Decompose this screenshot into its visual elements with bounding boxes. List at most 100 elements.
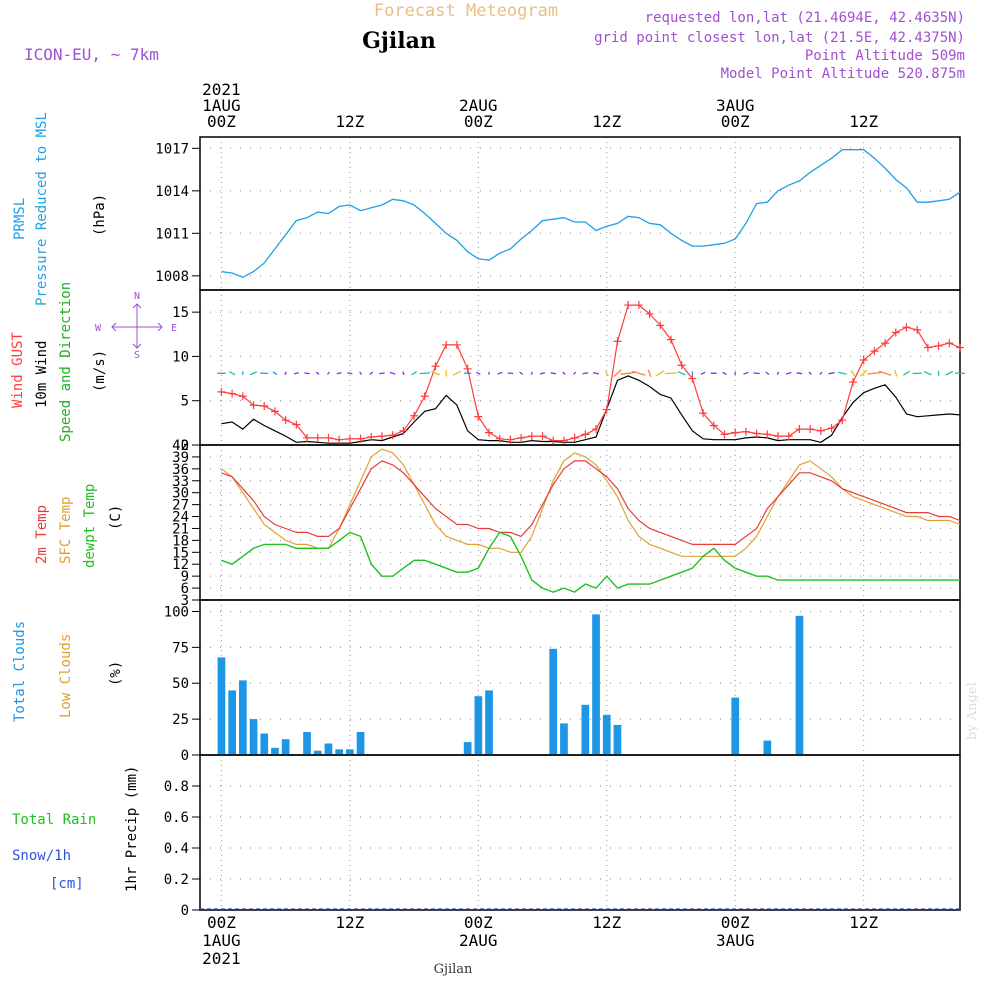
gust-marker (260, 402, 269, 411)
precip-grid: 0 0.2 0.4 0.6 0.8 (164, 754, 961, 919)
cloud-bar (335, 749, 343, 755)
cloud-bar (560, 723, 568, 755)
time-label: 00Z (721, 913, 750, 932)
cloud-bar (303, 732, 311, 755)
gust-marker (292, 420, 301, 429)
temperature-y-tick-label: 6 (181, 581, 189, 597)
wind-y-tick-label: 0 (181, 438, 189, 454)
gust-marker (303, 433, 312, 442)
gust-marker (442, 340, 451, 349)
wind-arrow-icon (647, 369, 652, 378)
gust-marker (795, 425, 804, 434)
temperature-y-tick-label: 9 (181, 569, 189, 585)
cloud-bar (249, 719, 258, 755)
pressure-y-tick-label: 1017 (155, 141, 189, 157)
wind-arrow-icon (431, 370, 440, 376)
gust-marker (581, 430, 590, 439)
gust-marker (881, 339, 890, 348)
wind-arrow-icon (734, 371, 737, 375)
clouds-y-tick-label: 0 (181, 748, 189, 764)
wind-arrow-icon (402, 371, 405, 376)
pressure-label-msl: Pressure Reduced to MSL (34, 112, 50, 306)
wind-arrow-icon (743, 371, 749, 375)
wind-arrow-icon (326, 371, 330, 375)
wind-arrow-icon (379, 372, 385, 375)
wind-arrow-icon (613, 369, 622, 378)
wind-grid: 0 5 10 15 (172, 289, 961, 454)
cloud-bar (763, 740, 772, 755)
cloud-bar (217, 657, 226, 755)
dewpt-line (221, 531, 960, 593)
gust-marker (934, 341, 943, 350)
wind-arrow-icon (336, 372, 342, 375)
gust-marker (249, 401, 258, 410)
wind-arrow-icon (260, 372, 269, 375)
precip-label-snow: Snow/1h (12, 848, 71, 864)
precip-y-tick-label: 0.2 (164, 872, 189, 888)
time-label: 12Z (592, 112, 621, 131)
cloud-bar (463, 742, 472, 755)
gust-marker (774, 432, 783, 441)
temp-label-2m: 2m Temp (34, 505, 50, 564)
wind-arrow-icon (293, 371, 299, 375)
gust-marker (816, 426, 825, 435)
time-label: 00Z (464, 112, 493, 131)
time-label: 12Z (592, 913, 621, 932)
compass-w: W (95, 323, 102, 334)
time-label: 12Z (335, 913, 364, 932)
gust-marker (549, 436, 558, 445)
cloud-bar (239, 680, 247, 755)
precip-frame (199, 754, 961, 911)
wind-arrow-icon (753, 372, 760, 375)
temp-label-sfc: SFC Temp (58, 497, 74, 564)
wind-arrow-icon (241, 371, 244, 376)
temperature-y-tick-label: 15 (172, 545, 189, 561)
clouds-frame (199, 599, 961, 756)
watermark: by Angel (965, 682, 980, 740)
pressure-y-tick-label: 1008 (155, 269, 189, 285)
compass-n: N (134, 291, 140, 302)
cloud-bar (795, 615, 804, 755)
gust-marker (377, 432, 386, 441)
compass-arrows-icon (111, 303, 163, 349)
clouds-y-tick-label: 50 (172, 676, 189, 692)
wind-arrow-icon (765, 371, 770, 376)
time-label: 1AUG (202, 931, 241, 950)
wind-arrow-icon (347, 372, 353, 375)
precip-y-tick-label: 0.6 (164, 810, 189, 826)
model-label: ICON-EU, ~ 7km (24, 45, 159, 64)
time-label: 2021 (202, 80, 241, 99)
wind-label-gust: Wind GUST (10, 332, 26, 408)
gust-marker (709, 421, 718, 430)
gust-marker (345, 434, 354, 443)
gust-marker (677, 361, 686, 370)
gust-marker (281, 416, 290, 425)
wind-arrow-icon (582, 372, 589, 375)
clouds-y-tick-label: 100 (164, 604, 189, 620)
cloud-bars (217, 614, 804, 755)
cloud-bar (281, 739, 290, 755)
gust-marker (506, 435, 515, 444)
cloud-unit: (%) (108, 661, 124, 686)
wind-arrow-icon (272, 371, 278, 376)
gust-marker (688, 374, 697, 383)
wind-arrow-icon (924, 371, 932, 376)
gust-marker (656, 321, 665, 330)
wind-arrow-icon (419, 372, 430, 375)
cloud-bar (731, 697, 740, 755)
compass-s: S (134, 350, 140, 361)
temperature-y-tick-label: 39 (172, 450, 189, 466)
pressure-unit: (hPa) (92, 194, 108, 236)
gust-marker (602, 405, 611, 414)
temperature-y-tick-label: 27 (172, 498, 189, 514)
pressure-line (221, 149, 961, 279)
wind-label-dir: Speed and Direction (58, 282, 74, 442)
grid-point: grid point closest lon,lat (21.5E, 42.43… (594, 30, 965, 46)
gust-marker (827, 424, 836, 433)
gust-marker (731, 428, 740, 437)
gust-marker (624, 301, 633, 310)
gust-marker (763, 430, 772, 439)
gust-marker (870, 347, 879, 356)
cloud-bar (228, 690, 236, 755)
